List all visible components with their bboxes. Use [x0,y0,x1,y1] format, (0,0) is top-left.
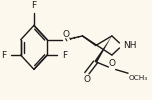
Text: F: F [62,51,67,60]
Text: O: O [83,75,90,84]
Text: F: F [31,1,36,10]
Text: OCH₃: OCH₃ [129,75,148,81]
Text: F: F [1,51,6,60]
Text: O: O [63,30,70,39]
Polygon shape [94,36,112,62]
Text: NH: NH [123,41,136,50]
Text: O: O [108,59,115,68]
